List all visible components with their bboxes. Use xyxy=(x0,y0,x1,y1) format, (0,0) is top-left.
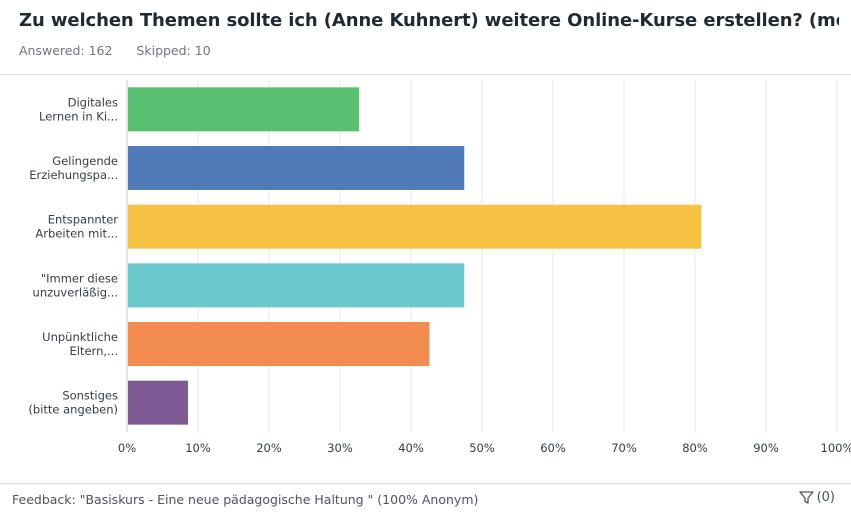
category-label: "Immer diese xyxy=(41,271,118,285)
tick-label: 90% xyxy=(753,441,779,455)
tick-label: 50% xyxy=(469,441,495,455)
bar xyxy=(128,263,465,308)
filter-icon xyxy=(798,491,814,504)
category-label: Gelingende xyxy=(52,154,118,168)
tick-label: 60% xyxy=(540,441,566,455)
category-label: Eltern,... xyxy=(70,344,118,358)
tick-label: 20% xyxy=(256,441,282,455)
divider-bottom xyxy=(0,483,851,484)
category-label: Entspannter xyxy=(48,213,119,227)
answered-count: Answered: 162 xyxy=(19,43,113,58)
category-label: unzuverläßig... xyxy=(33,285,118,299)
category-label: Erziehungspa... xyxy=(29,168,118,182)
feedback-label: Feedback: "Basiskurs - Eine neue pädagog… xyxy=(12,492,479,507)
category-label: Sonstiges xyxy=(62,389,118,403)
bar xyxy=(128,380,189,425)
category-label: Lernen in Ki... xyxy=(39,109,118,123)
tick-label: 100% xyxy=(821,441,851,455)
filter-button[interactable]: (0) xyxy=(798,490,835,505)
tick-label: 0% xyxy=(118,441,136,455)
tick-label: 70% xyxy=(611,441,637,455)
category-label: Unpünktliche xyxy=(42,330,118,344)
skipped-count: Skipped: 10 xyxy=(136,43,211,58)
tick-label: 80% xyxy=(682,441,708,455)
bar xyxy=(128,146,465,190)
category-label: Arbeiten mit... xyxy=(35,227,118,241)
filter-count: (0) xyxy=(816,490,835,505)
category-label: Digitales xyxy=(68,95,118,109)
bar xyxy=(128,87,360,132)
response-stats: Answered: 162 Skipped: 10 xyxy=(19,43,231,58)
tick-label: 10% xyxy=(185,441,211,455)
bar xyxy=(128,322,430,366)
tick-label: 40% xyxy=(398,441,424,455)
question-title: Zu welchen Themen sollte ich (Anne Kuhne… xyxy=(19,10,839,31)
divider-top xyxy=(0,74,851,75)
category-label: (bitte angeben) xyxy=(28,403,118,417)
tick-label: 30% xyxy=(327,441,353,455)
bar xyxy=(128,204,702,249)
